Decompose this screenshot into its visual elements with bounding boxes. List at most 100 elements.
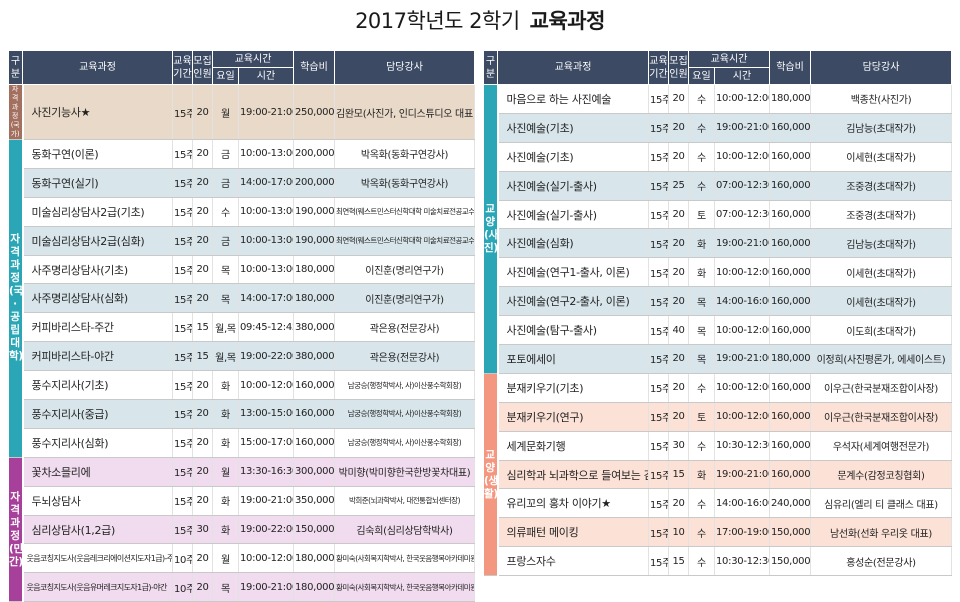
course-capacity: 15 — [668, 546, 689, 577]
course-time: 13:30-16:30 — [238, 457, 294, 487]
course-day: 화 — [688, 228, 715, 259]
course-name: 심리상담사(1,2급) — [22, 515, 173, 545]
course-name: 사주명리상담사(기초) — [22, 255, 173, 285]
course-day: 수 — [688, 431, 715, 461]
course-day: 수 — [212, 197, 239, 227]
table-body-left: 자격과정(국가)사진기능사★15주20월19:00-21:00250,000김완… — [8, 84, 475, 602]
course-period: 15주 — [172, 226, 193, 256]
course-period: 15주 — [648, 200, 669, 230]
course-time: 10:00-12:00 — [238, 370, 294, 401]
course-fee: 200,000 — [293, 168, 335, 198]
course-day: 화 — [688, 460, 715, 490]
course-capacity: 40 — [668, 315, 689, 346]
course-time: 19:00-21:00 — [714, 228, 770, 259]
course-period: 15주 — [172, 84, 193, 140]
course-day: 수 — [688, 142, 715, 172]
curriculum-table-left: 구분 교육과정 교육기간 모집인원 교육시간 학습비 담당강사 요일 시간 자격… — [8, 50, 475, 602]
header-course: 교육과정 — [22, 50, 173, 85]
category-label: 자격과정(국·공립대학) — [8, 139, 24, 458]
course-instructor: 남궁승(행정학박사, 사)이산풍수학회장) — [334, 370, 475, 401]
table-row: 사진예술(실기-출사)15주25수07:00-12:30160,000조중경(초… — [484, 171, 952, 201]
course-capacity: 20 — [192, 139, 213, 169]
course-capacity: 20 — [668, 488, 689, 519]
course-day: 토 — [688, 200, 715, 230]
course-instructor: 심유리(엘리 티 클래스 대표) — [810, 488, 952, 519]
course-day: 토 — [688, 402, 715, 432]
course-name: 풍수지리사(중급) — [22, 399, 173, 429]
course-fee: 190,000 — [293, 197, 335, 227]
table-row: 분재키우기(연구)15주20토10:00-12:00160,000이우근(한국분… — [484, 402, 952, 432]
course-period: 15주 — [648, 84, 669, 114]
course-time: 10:00-12:00 — [714, 257, 770, 288]
category-label: 자격과정(국가) — [8, 84, 24, 140]
category-text: 자격과정(국·공립대학) — [9, 233, 23, 363]
table-row: 교양(생활)분재키우기(기초)15주20수10:00-12:00160,000이… — [483, 373, 952, 577]
table-row: 사진예술(기초)15주20수10:00-12:00160,000이세현(초대작가… — [484, 142, 952, 172]
course-instructor: 곽은용(전문강사) — [334, 341, 475, 372]
course-instructor: 최연혁(웨스트민스터신학대학 미술치료전공교수) — [334, 226, 475, 256]
course-capacity: 25 — [668, 171, 689, 201]
header-period: 교육기간 — [172, 50, 193, 85]
table-row: 사진예술(연구2-출사, 이론)15주20목14:00-16:00160,000… — [484, 286, 952, 317]
course-instructor: 황미숙(사회복지학박사, 한국웃음행복아카데미원장) — [334, 543, 475, 574]
table-row: 사진예술(심화)15주20화19:00-21:00160,000김남능(초대작가… — [484, 228, 952, 259]
course-time: 14:00-17:00 — [238, 283, 294, 314]
table-row: 웃음코칭지도사(웃음레크리에이션지도자1급)-주간10주20월10:00-12:… — [9, 543, 475, 574]
table-row: 사진예술(실기-출사)15주20토07:00-12:30160,000조중경(초… — [484, 200, 952, 230]
course-fee: 180,000 — [293, 543, 335, 574]
course-name: 사진예술(기초) — [497, 142, 649, 172]
table-row: 웃음코칭지도사(웃음유머레크지도자1급)-야간10주20목19:00-21:00… — [9, 572, 475, 602]
course-instructor: 이도희(초대작가) — [810, 315, 952, 346]
course-capacity: 20 — [192, 255, 213, 285]
course-day: 월 — [212, 84, 239, 140]
table-row: 동화구연(실기)15주20금14:00-17:00200,000박옥화(동화구연… — [9, 168, 475, 198]
course-name: 미술심리상담사2급(심화) — [22, 226, 173, 256]
course-instructor: 조중경(초대작가) — [810, 171, 952, 201]
table-row: 심리학과 뇌과학으로 들여보는 감정코칭15주15화19:00-21:00160… — [484, 460, 952, 490]
course-capacity: 15 — [192, 312, 213, 343]
course-day: 목 — [688, 344, 715, 374]
course-name: 분재키우기(기초) — [497, 373, 649, 403]
course-time: 10:00-13:00 — [238, 255, 294, 285]
course-period: 15주 — [648, 460, 669, 490]
title-term: 2017학년도 2학기 — [355, 9, 520, 33]
course-day: 목 — [212, 283, 239, 314]
course-name: 풍수지리사(기초) — [22, 370, 173, 401]
table-row: 미술심리상담사2급(심화)15주20금10:00-13:00190,000최연혁… — [9, 226, 475, 256]
course-capacity: 20 — [668, 228, 689, 259]
course-day: 월 — [212, 457, 239, 487]
table-row: 커피바리스타-야간15주15월,목19:00-22:00380,000곽은용(전… — [9, 341, 475, 372]
course-instructor: 백종찬(사진가) — [810, 84, 952, 114]
course-capacity: 20 — [192, 370, 213, 401]
table-row: 풍수지리사(기초)15주20화10:00-12:00160,000남궁승(행정학… — [9, 370, 475, 401]
course-day: 화 — [212, 486, 239, 516]
header-category: 구분 — [8, 50, 23, 85]
course-period: 15주 — [648, 373, 669, 403]
course-fee: 160,000 — [293, 399, 335, 429]
table-body-right: 교양(사진)마음으로 하는 사진예술15주20수10:00-12:00180,0… — [483, 84, 952, 577]
course-day: 월,목 — [212, 312, 239, 343]
header-course: 교육과정 — [497, 50, 649, 85]
course-instructor: 남궁승(행정학박사, 사)이산풍수학회장) — [334, 428, 475, 458]
course-instructor: 김숙희(심리상담학박사) — [334, 515, 475, 545]
course-time: 19:00-21:00 — [238, 84, 294, 140]
header-day: 요일 — [688, 67, 715, 85]
title-main: 교육과정 — [529, 9, 606, 33]
course-day: 목 — [688, 315, 715, 346]
course-capacity: 30 — [192, 515, 213, 545]
course-day: 수 — [688, 546, 715, 577]
course-time: 09:45-12:45 — [238, 312, 294, 343]
category-text: 교양(생활) — [484, 448, 498, 500]
course-period: 15주 — [648, 113, 669, 143]
course-capacity: 20 — [668, 286, 689, 317]
course-capacity: 20 — [192, 197, 213, 227]
course-instructor: 이진훈(명리연구가) — [334, 255, 475, 285]
course-capacity: 20 — [192, 543, 213, 574]
course-name: 포토에세이 — [497, 344, 649, 374]
category-text: 교양(사진) — [484, 202, 498, 254]
course-instructor: 황미숙(사회복지학박사, 한국웃음행복아카데미원장) — [334, 572, 475, 602]
course-capacity: 20 — [192, 283, 213, 314]
course-period: 15주 — [172, 283, 193, 314]
course-capacity: 20 — [668, 84, 689, 114]
